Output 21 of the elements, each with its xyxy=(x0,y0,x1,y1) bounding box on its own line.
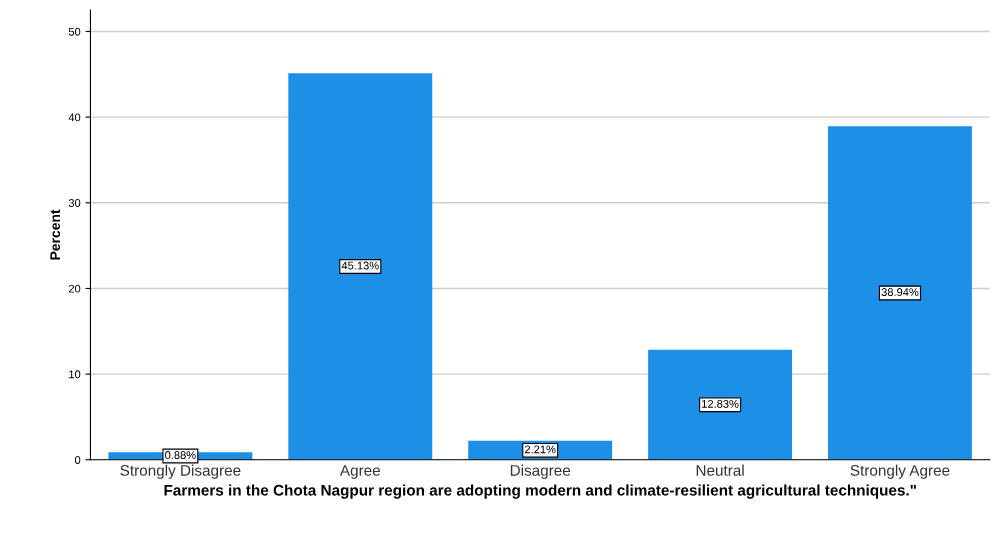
y-tick-label: 10 xyxy=(69,370,81,379)
x-tick-label: Disagree xyxy=(510,464,571,479)
y-tick-label: 0 xyxy=(74,456,81,464)
data-label: 0.88% xyxy=(165,451,196,459)
bar xyxy=(828,126,972,460)
y-tick-label: 30 xyxy=(68,199,81,207)
x-tick-label: Strongly Agree xyxy=(850,464,950,479)
bar xyxy=(288,73,433,460)
x-tick-label: Agree xyxy=(339,465,380,479)
data-label: 45.13% xyxy=(341,261,379,270)
y-tick-label: 20 xyxy=(68,284,81,293)
data-label: 38.94% xyxy=(881,288,919,296)
y-axis-title: Percent xyxy=(50,209,61,260)
data-label: 2.21% xyxy=(524,445,556,454)
bar xyxy=(648,349,793,460)
y-tick-label: 50 xyxy=(68,27,81,36)
data-label: 12.83% xyxy=(702,399,739,408)
x-tick-label: Strongly Disagree xyxy=(120,464,241,479)
x-axis-title: Farmers in the Chota Nagpur region are adopting modern and climate-resilient agricultural techniques." xyxy=(164,484,916,499)
y-tick-label: 40 xyxy=(68,113,81,122)
x-tick-label: Neutral xyxy=(696,464,744,476)
